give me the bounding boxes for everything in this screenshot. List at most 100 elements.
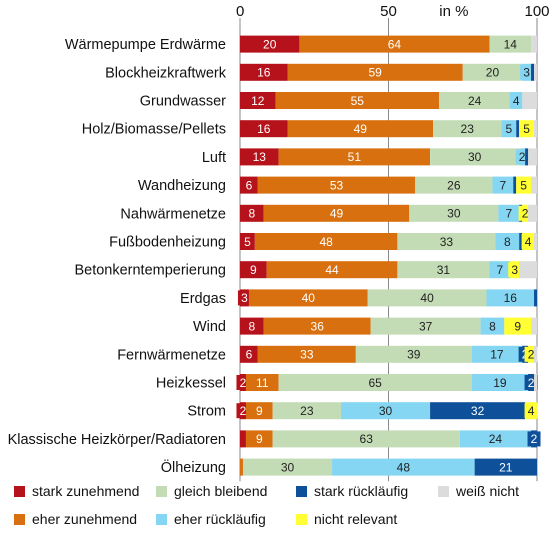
data-label-box	[439, 93, 510, 108]
x-tick-label: 50	[380, 3, 397, 20]
data-label: 30	[379, 404, 393, 418]
data-label: 40	[302, 291, 316, 305]
data-label: 2	[240, 404, 247, 418]
bar-segment	[531, 35, 537, 53]
data-label-box	[368, 290, 486, 306]
bar-segment	[531, 176, 537, 194]
data-label: 8	[249, 207, 256, 221]
category-label: Nahwärmenetze	[120, 206, 226, 222]
data-label: 40	[420, 291, 434, 305]
data-label: 39	[407, 348, 421, 362]
category-label: Holz/Biomasse/Pellets	[82, 122, 226, 138]
legend: stark zunehmend gleich bleibend stark rück…	[14, 483, 519, 527]
legend-item: stark rückläufig	[296, 483, 408, 499]
data-label-box	[502, 121, 516, 137]
data-label-box	[527, 431, 541, 447]
data-label-box	[509, 93, 523, 108]
data-label: 3	[241, 291, 248, 305]
data-label-box	[371, 318, 480, 334]
category-label: Fußbodenheizung	[109, 235, 226, 251]
legend-swatch	[438, 486, 449, 497]
data-label: 20	[486, 66, 500, 80]
data-label-box	[264, 205, 409, 221]
data-label-box	[472, 375, 528, 390]
bar-segment	[519, 261, 537, 279]
data-label: 24	[489, 432, 503, 446]
data-label-box	[255, 234, 397, 249]
bar-segment	[534, 120, 537, 138]
data-label-box	[398, 234, 495, 249]
bar-segment	[531, 63, 535, 81]
data-label: 30	[281, 460, 295, 474]
data-label: 48	[319, 235, 333, 249]
data-label: 20	[263, 37, 277, 51]
data-label-box	[241, 36, 299, 52]
bar-segment	[534, 63, 537, 81]
legend-item: weiß nicht	[438, 483, 519, 499]
category-label: Grundwasser	[140, 94, 226, 110]
category-labels: Wärmepumpe Erdwärme Blockheizkraftwerk Gru…	[8, 37, 227, 476]
data-label: 5	[523, 122, 530, 136]
data-label-box	[398, 262, 489, 278]
legend-label: eher rückläufig	[174, 511, 266, 527]
category-label: Betonkerntemperierung	[74, 263, 226, 279]
data-label: 59	[368, 66, 382, 80]
data-label-box	[499, 205, 519, 221]
legend-swatch	[296, 514, 307, 525]
category-label: Wandheizung	[138, 178, 226, 194]
data-label: 55	[351, 94, 365, 108]
data-label: 19	[493, 376, 507, 390]
data-label-box	[434, 121, 501, 137]
data-label: 37	[419, 319, 433, 333]
category-label: Wärmepumpe Erdwärme	[65, 37, 226, 53]
data-label-box	[258, 177, 415, 193]
data-label-box	[520, 64, 534, 80]
data-label: 51	[348, 150, 362, 164]
data-label: 32	[471, 404, 485, 418]
bar-segment	[528, 204, 537, 222]
data-label: 44	[325, 263, 339, 277]
data-label: 49	[330, 207, 344, 221]
data-label: 16	[257, 66, 271, 80]
bar-segment	[240, 430, 246, 448]
data-label: 23	[461, 122, 475, 136]
data-label: 21	[499, 460, 513, 474]
legend-label: weiß nicht	[455, 483, 519, 499]
data-label: 17	[490, 348, 504, 362]
data-label: 63	[360, 432, 374, 446]
data-label: 4	[525, 235, 532, 249]
data-label: 2	[531, 432, 538, 446]
bar-segment	[525, 148, 529, 166]
data-label-box	[493, 177, 513, 193]
data-label: 31	[437, 263, 451, 277]
data-label: 2	[519, 150, 526, 164]
data-label-box	[241, 64, 287, 80]
legend-swatch	[296, 486, 307, 497]
data-label-box	[241, 121, 287, 137]
data-label: 14	[504, 37, 518, 51]
category-label: Ölheizung	[161, 458, 226, 476]
legend-label: nicht relevant	[314, 511, 397, 527]
data-label: 30	[447, 207, 461, 221]
legend-label: stark zunehmend	[32, 483, 139, 499]
data-label-box	[333, 459, 474, 475]
data-label-box	[241, 93, 275, 108]
data-label-box	[410, 205, 498, 221]
data-label-box	[481, 318, 504, 334]
data-label: 6	[246, 348, 253, 362]
data-label-box	[490, 262, 510, 278]
data-label-box	[496, 234, 519, 249]
bar-segment	[531, 317, 537, 335]
data-label: 65	[368, 376, 382, 390]
legend-swatch	[156, 486, 167, 497]
data-label: 5	[505, 122, 512, 136]
legend-label: eher zunehmend	[32, 511, 137, 527]
data-label: 12	[251, 94, 265, 108]
data-label-box	[243, 459, 332, 475]
data-label-box	[475, 459, 536, 475]
data-label-box	[264, 318, 370, 334]
legend-swatch	[14, 514, 25, 525]
data-label: 13	[253, 150, 267, 164]
data-label-box	[288, 64, 462, 80]
